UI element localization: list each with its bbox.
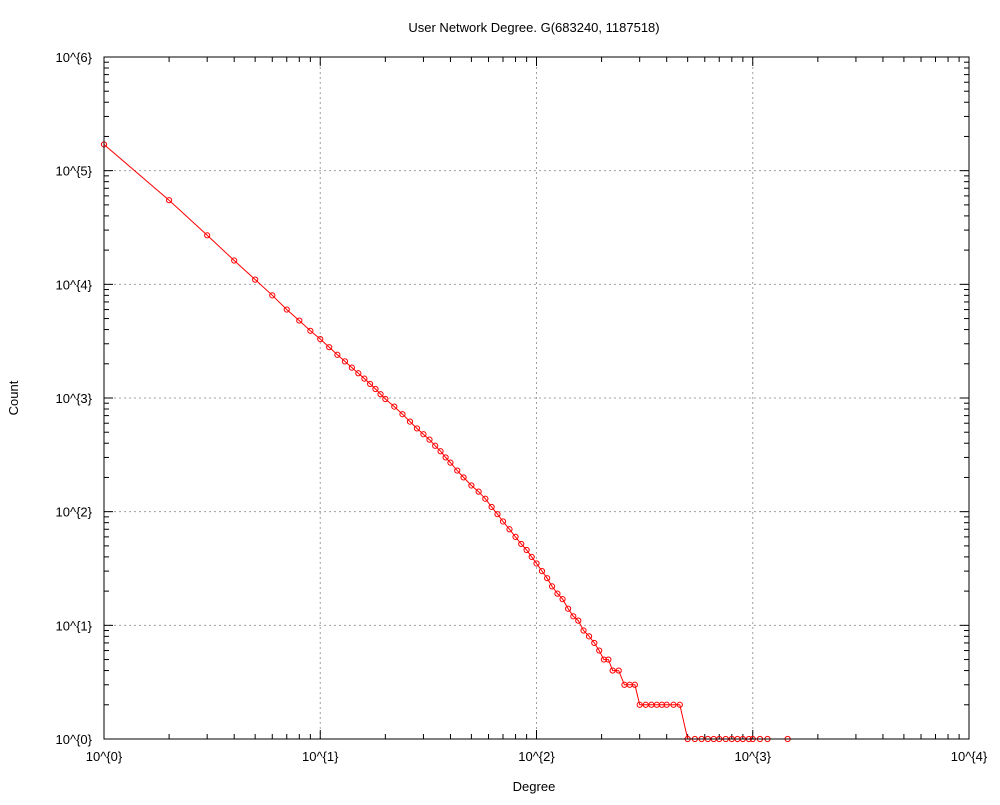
data-point <box>468 482 475 489</box>
data-point <box>413 425 421 432</box>
y-tick-label: 10^{6} <box>56 50 93 65</box>
data-point <box>426 436 433 443</box>
data-point <box>377 391 384 398</box>
data-point <box>538 568 546 575</box>
data-point <box>548 583 556 590</box>
data-point <box>570 613 577 620</box>
data-point <box>442 454 449 461</box>
data-point <box>391 403 398 410</box>
data-point <box>670 701 677 708</box>
data-point <box>580 627 587 634</box>
y-tick-label: 10^{4} <box>56 277 93 292</box>
data-point <box>366 380 374 388</box>
data-point <box>600 656 608 663</box>
data-point <box>165 197 173 204</box>
x-tick-label: 10^{4} <box>951 749 988 764</box>
data-point <box>326 344 333 351</box>
x-tick-label: 10^{1} <box>302 749 339 764</box>
data-point <box>432 442 439 449</box>
data-point <box>596 647 603 654</box>
labels-layer: 10^{0} 10^{1} 10^{2} 10^{3} 10^{4} 10^{0} 10^{… <box>56 50 988 764</box>
y-tick-label: 10^{3} <box>56 391 93 406</box>
data-point <box>447 459 454 466</box>
data-point <box>482 495 489 502</box>
data-point <box>499 518 507 525</box>
data-point <box>355 370 362 377</box>
data-point <box>506 526 513 533</box>
data-point <box>296 317 303 324</box>
data-point <box>544 575 551 582</box>
data-point <box>512 533 519 540</box>
x-tick-label: 10^{0} <box>86 749 123 764</box>
plot-frame <box>103 56 970 740</box>
y-tick-label: 10^{2} <box>56 505 93 520</box>
data-point <box>488 503 495 511</box>
data-point <box>307 327 314 334</box>
data-point <box>204 232 211 239</box>
series-line <box>103 144 788 740</box>
data-point <box>372 385 379 393</box>
data-point <box>399 411 406 418</box>
data-point <box>585 633 593 640</box>
data-point <box>460 474 467 481</box>
data-point <box>559 596 566 603</box>
y-tick-label: 10^{0} <box>56 732 93 747</box>
data-point <box>361 375 368 382</box>
data-point <box>269 292 276 299</box>
data-point <box>609 667 616 674</box>
data-point <box>575 617 582 624</box>
data-point <box>283 306 290 313</box>
data-point <box>252 276 259 283</box>
data-point <box>382 395 389 403</box>
data-point <box>231 257 238 264</box>
y-axis-label: Count <box>6 380 21 415</box>
data-point <box>663 701 670 708</box>
x-axis-label: Degree <box>513 779 556 794</box>
data-point <box>528 553 535 560</box>
data-point <box>317 335 324 343</box>
data-point <box>494 511 501 518</box>
x-tick-label: 10^{2} <box>518 749 555 764</box>
data-point <box>334 351 341 358</box>
data-point <box>631 681 638 688</box>
data-point <box>591 639 598 647</box>
data-point <box>475 488 482 495</box>
data-point <box>348 364 355 371</box>
data-point <box>437 448 444 455</box>
x-tick-label: 10^{3} <box>735 749 772 764</box>
data-point <box>406 418 414 425</box>
chart-title: User Network Degree. G(683240, 1187518) <box>408 20 659 35</box>
data-point <box>615 667 622 674</box>
data-point <box>454 467 461 474</box>
data-point <box>341 358 348 365</box>
data-point <box>533 560 540 567</box>
y-tick-label: 10^{5} <box>56 164 93 179</box>
data-point <box>420 431 427 438</box>
data-point <box>636 701 643 708</box>
data-point <box>565 605 572 612</box>
data-point <box>676 701 683 708</box>
y-tick-label: 10^{1} <box>56 618 93 633</box>
data-point <box>518 540 525 548</box>
data-point <box>605 656 612 663</box>
data-point <box>523 546 530 554</box>
data-point <box>554 590 561 597</box>
grid-layer <box>104 57 969 739</box>
